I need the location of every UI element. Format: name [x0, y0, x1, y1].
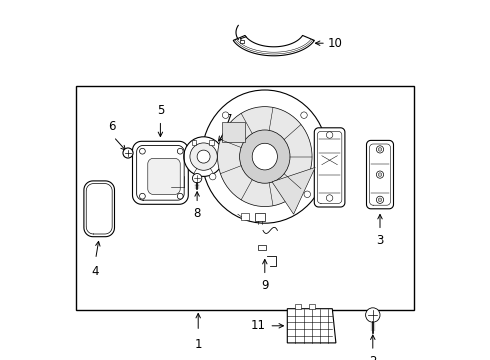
Polygon shape [272, 167, 315, 214]
Ellipse shape [218, 107, 312, 207]
Text: 5: 5 [157, 104, 164, 117]
Circle shape [378, 173, 382, 176]
Bar [255, 213, 265, 221]
Text: 7: 7 [225, 113, 233, 126]
Bar [294, 304, 301, 309]
Polygon shape [314, 128, 345, 207]
Polygon shape [233, 35, 315, 56]
Circle shape [193, 174, 202, 183]
Circle shape [222, 112, 229, 118]
Circle shape [376, 146, 384, 153]
Bar [221, 122, 245, 142]
Circle shape [366, 308, 380, 322]
Circle shape [209, 174, 216, 180]
Polygon shape [287, 309, 336, 343]
Text: 9: 9 [261, 279, 269, 292]
Text: 10: 10 [328, 37, 343, 50]
Bar [242, 213, 249, 220]
Text: 4: 4 [91, 265, 98, 278]
Text: 1: 1 [195, 338, 202, 351]
Text: 8: 8 [194, 207, 201, 220]
Text: 2: 2 [369, 355, 376, 360]
Circle shape [378, 148, 382, 151]
Circle shape [197, 150, 210, 163]
Circle shape [376, 171, 384, 178]
Circle shape [326, 195, 333, 201]
Circle shape [140, 193, 145, 199]
Bar [76, 86, 414, 310]
Circle shape [376, 196, 384, 203]
Bar [240, 40, 244, 43]
Circle shape [304, 191, 311, 198]
Circle shape [301, 112, 307, 118]
Circle shape [184, 137, 223, 176]
Circle shape [378, 198, 382, 202]
Bar [192, 140, 196, 144]
Bar [258, 245, 266, 250]
Text: 3: 3 [376, 234, 384, 247]
Circle shape [190, 143, 217, 170]
Bar [309, 304, 316, 309]
Circle shape [177, 193, 183, 199]
Text: 11: 11 [251, 319, 266, 332]
Ellipse shape [252, 143, 277, 170]
Circle shape [326, 132, 333, 138]
Circle shape [140, 148, 145, 154]
Ellipse shape [202, 90, 328, 223]
Circle shape [177, 148, 183, 154]
Ellipse shape [240, 130, 290, 183]
Polygon shape [132, 141, 188, 204]
Polygon shape [367, 140, 393, 209]
Text: 6: 6 [108, 120, 116, 133]
Bar [209, 140, 214, 144]
Polygon shape [148, 158, 180, 194]
Circle shape [123, 148, 133, 158]
Polygon shape [84, 181, 115, 237]
